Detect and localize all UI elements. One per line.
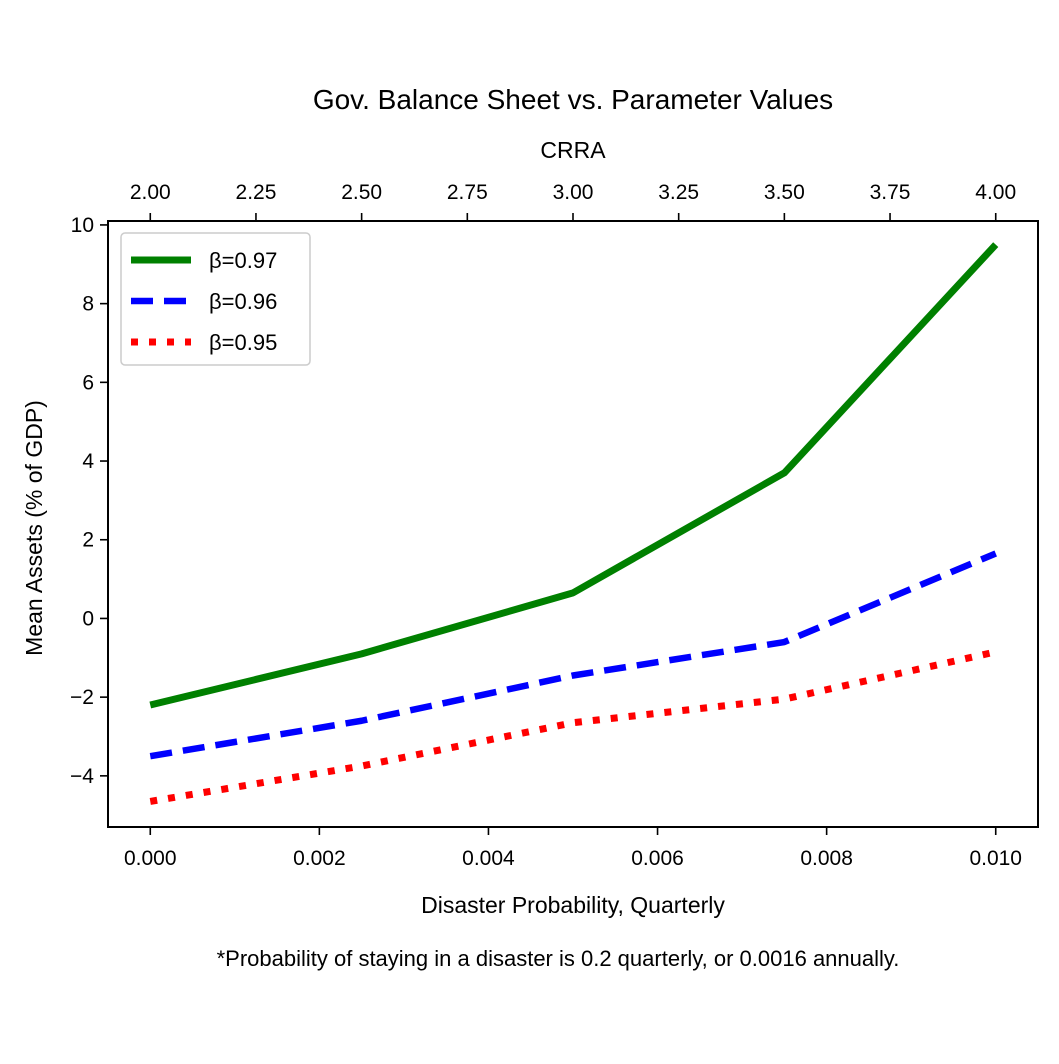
top-x-tick-label: 2.00 bbox=[130, 181, 171, 204]
y-tick-label: 0 bbox=[82, 607, 94, 630]
x-tick-label: 0.010 bbox=[969, 847, 1022, 870]
x-axis-title: Disaster Probability, Quarterly bbox=[421, 892, 725, 918]
y-tick-label: 10 bbox=[71, 214, 94, 237]
x-tick-label: 0.008 bbox=[800, 847, 853, 870]
top-x-tick-label: 2.50 bbox=[341, 181, 382, 204]
chart-title: Gov. Balance Sheet vs. Parameter Values bbox=[313, 84, 833, 115]
y-tick-label: 2 bbox=[82, 529, 94, 552]
y-tick-label: 6 bbox=[82, 371, 94, 394]
top-x-tick-label: 2.25 bbox=[236, 181, 277, 204]
legend: β=0.97 β=0.96 β=0.95 bbox=[120, 232, 311, 366]
top-x-tick-label: 3.00 bbox=[553, 181, 594, 204]
legend-label-3: β=0.95 bbox=[209, 330, 277, 355]
top-x-tick-label: 3.50 bbox=[764, 181, 805, 204]
y-tick-label: 8 bbox=[82, 293, 94, 316]
y-tick-label: 4 bbox=[82, 450, 94, 473]
legend-label-1: β=0.97 bbox=[209, 248, 277, 273]
top-x-tick-label: 2.75 bbox=[447, 181, 488, 204]
series-line-2 bbox=[149, 550, 997, 760]
footnote: *Probability of staying in a disaster is… bbox=[217, 946, 900, 971]
x-tick-label: 0.006 bbox=[631, 847, 684, 870]
x-tick-label: 0.004 bbox=[462, 847, 515, 870]
y-axis-title: Mean Assets (% of GDP) bbox=[21, 400, 47, 656]
x-tick-label: 0.002 bbox=[293, 847, 346, 870]
plot-area: 0.000 0.002 0.004 0.006 0.008 0.010 −4 −2 0 2 4 6 8 1… bbox=[70, 181, 1039, 870]
legend-label-2: β=0.96 bbox=[209, 289, 277, 314]
x-tick-label: 0.000 bbox=[124, 847, 177, 870]
top-x-tick-label: 3.75 bbox=[870, 181, 911, 204]
top-x-axis-title: CRRA bbox=[540, 137, 606, 163]
y-tick-label: −4 bbox=[70, 765, 94, 788]
series-line-1 bbox=[149, 242, 999, 709]
legend-box bbox=[120, 232, 311, 366]
top-x-tick-label: 3.25 bbox=[658, 181, 699, 204]
top-x-tick-label: 4.00 bbox=[975, 181, 1016, 204]
y-tick-label: −2 bbox=[70, 686, 94, 709]
